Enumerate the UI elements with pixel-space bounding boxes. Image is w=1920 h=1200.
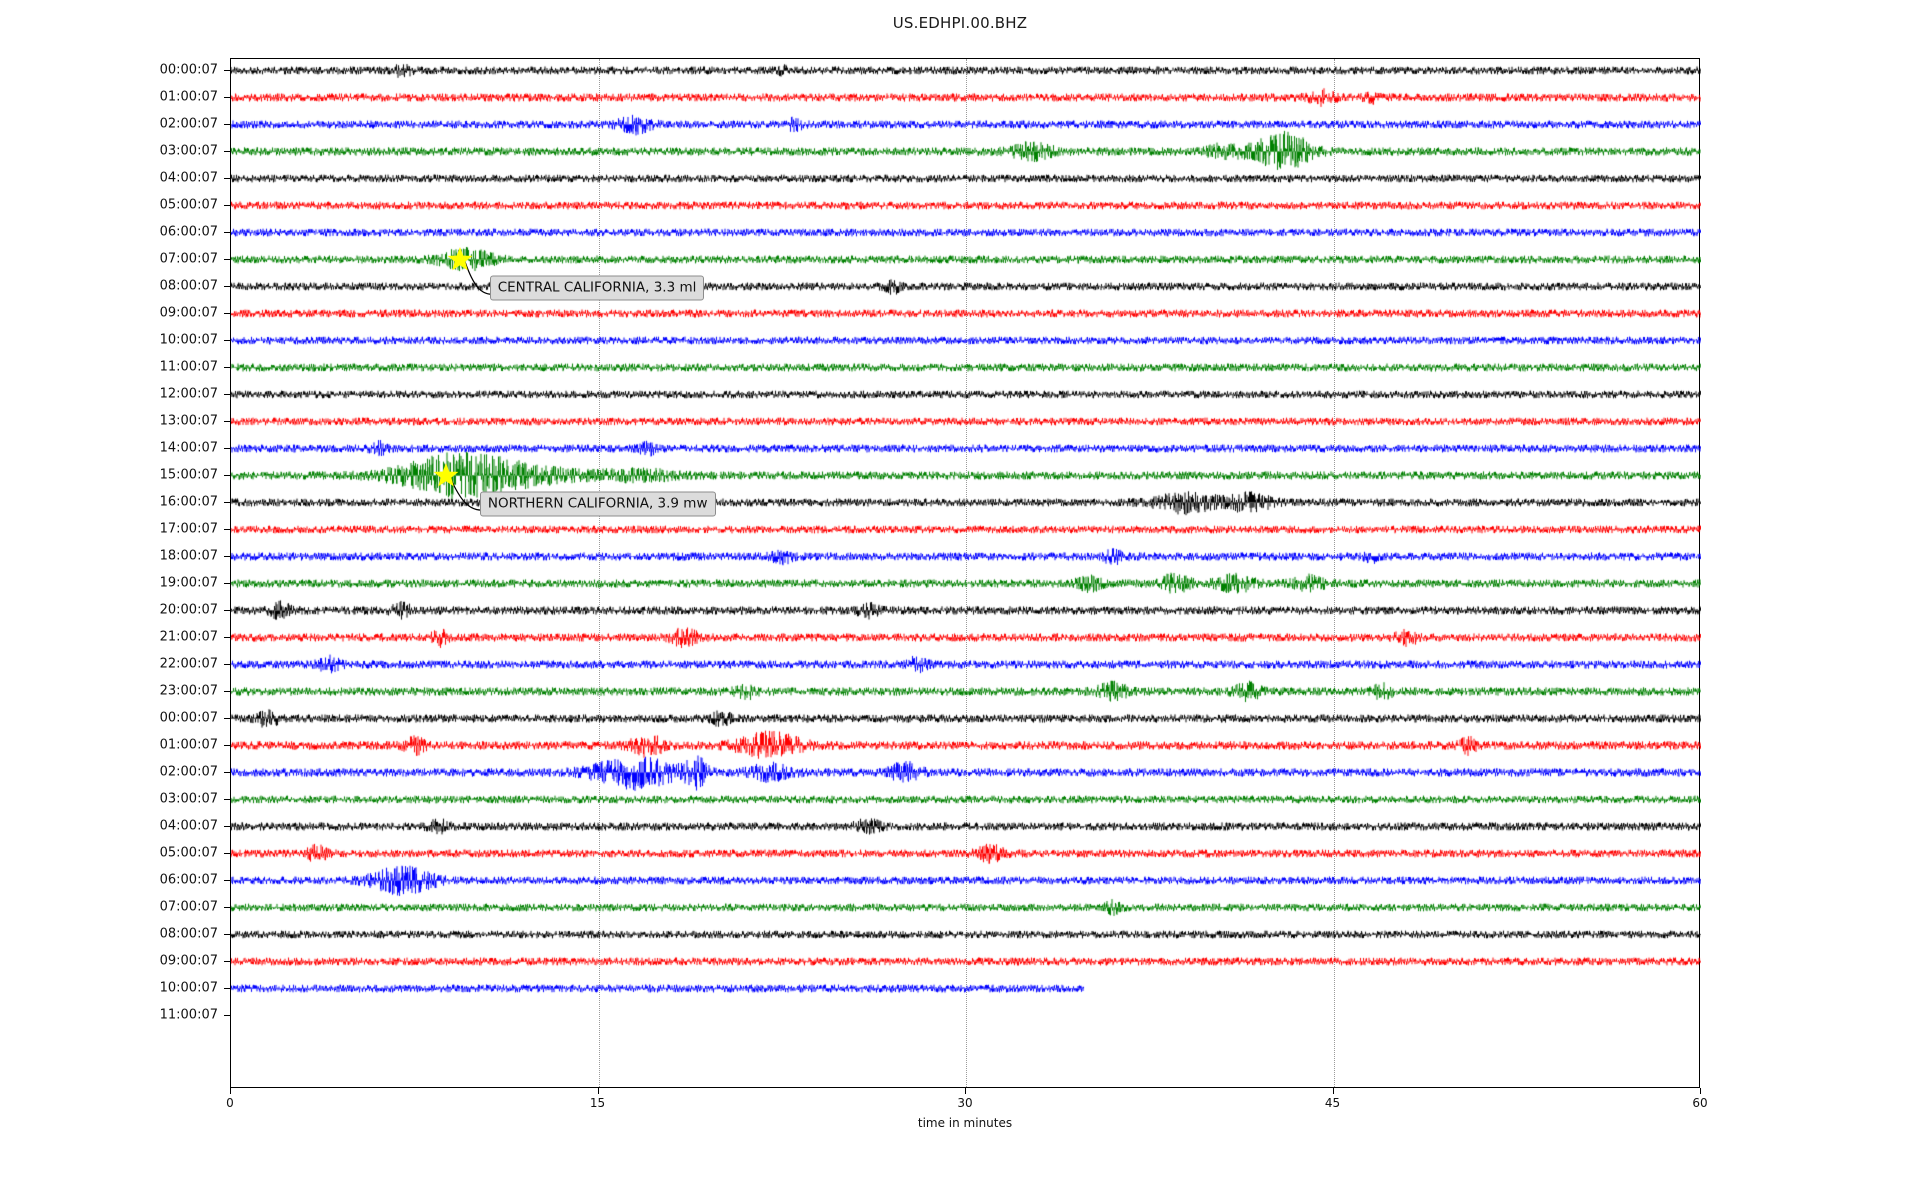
y-axis-tick-label: 09:00:07 — [159, 953, 218, 968]
y-axis-tick-label: 15:00:07 — [159, 467, 218, 482]
y-axis-tick — [224, 447, 231, 449]
event-annotation-label[interactable]: CENTRAL CALIFORNIA, 3.3 ml — [489, 275, 705, 301]
y-axis-tick-label: 04:00:07 — [159, 170, 218, 185]
y-axis-tick — [224, 636, 231, 638]
y-axis-tick — [224, 501, 231, 503]
x-axis-tick-label: 15 — [589, 1096, 606, 1110]
y-axis-tick-label: 03:00:07 — [159, 143, 218, 158]
y-axis-tick — [224, 933, 231, 935]
y-axis-tick — [224, 366, 231, 368]
y-axis-tick-label: 07:00:07 — [159, 251, 218, 266]
y-axis-tick — [224, 123, 231, 125]
y-axis-tick — [224, 177, 231, 179]
y-axis-tick — [224, 663, 231, 665]
y-axis-tick-label: 04:00:07 — [159, 818, 218, 833]
y-axis-tick — [224, 339, 231, 341]
x-axis-tick — [1700, 1088, 1701, 1094]
y-axis-tick-label: 08:00:07 — [159, 926, 218, 941]
x-axis-tick — [597, 1088, 599, 1094]
y-axis-tick-label: 02:00:07 — [159, 764, 218, 779]
y-axis-tick-label: 18:00:07 — [159, 548, 218, 563]
y-axis-tick-label: 09:00:07 — [159, 305, 218, 320]
x-axis-tick-label: 30 — [957, 1096, 973, 1110]
page-title: US.EDHPI.00.BHZ — [892, 14, 1028, 32]
x-axis-tick-label: 45 — [1324, 1096, 1341, 1110]
x-axis-tick — [230, 1088, 231, 1094]
y-axis-tick — [224, 474, 231, 476]
x-axis-tick — [1332, 1088, 1334, 1094]
y-axis-tick-label: 05:00:07 — [159, 197, 218, 212]
plot-axes — [230, 58, 1701, 1089]
y-axis-tick-label: 10:00:07 — [159, 980, 218, 995]
y-axis-tick-label: 23:00:07 — [159, 683, 218, 698]
y-axis-tick-label: 06:00:07 — [159, 872, 218, 887]
y-axis-tick — [224, 96, 231, 98]
y-axis-tick-label: 06:00:07 — [159, 224, 218, 239]
y-axis-tick-label: 02:00:07 — [159, 116, 218, 131]
y-axis-tick — [224, 231, 231, 233]
y-axis-tick — [224, 960, 231, 962]
y-axis-tick-label: 12:00:07 — [159, 386, 218, 401]
y-axis-tick — [224, 717, 231, 719]
y-axis-tick — [224, 582, 231, 584]
y-axis-tick — [224, 258, 231, 260]
x-axis-tick-label: 0 — [226, 1096, 234, 1110]
y-axis-tick — [224, 285, 231, 287]
y-axis-tick — [224, 825, 231, 827]
y-axis-tick — [224, 798, 231, 800]
y-axis-tick-label: 00:00:07 — [159, 710, 218, 725]
y-axis-tick — [224, 690, 231, 692]
y-axis-tick-label: 00:00:07 — [159, 62, 218, 77]
y-axis-tick — [224, 744, 231, 746]
y-axis-tick-label: 19:00:07 — [159, 575, 218, 590]
y-axis-tick — [224, 609, 231, 611]
y-axis-tick-label: 13:00:07 — [159, 413, 218, 428]
y-axis-tick — [224, 555, 231, 557]
y-axis-tick-label: 22:00:07 — [159, 656, 218, 671]
y-axis-tick — [224, 879, 231, 881]
x-axis-tick-label: 60 — [1692, 1096, 1708, 1110]
y-axis-tick — [224, 1014, 231, 1016]
y-axis-tick-label: 20:00:07 — [159, 602, 218, 617]
y-axis-tick — [224, 150, 231, 152]
y-axis-tick-label: 03:00:07 — [159, 791, 218, 806]
y-axis-tick-label: 01:00:07 — [159, 89, 218, 104]
y-axis-tick-label: 21:00:07 — [159, 629, 218, 644]
y-axis-tick-label: 10:00:07 — [159, 332, 218, 347]
y-axis-tick — [224, 420, 231, 422]
y-axis-tick — [224, 204, 231, 206]
y-axis-tick — [224, 987, 231, 989]
y-axis-tick-label: 16:00:07 — [159, 494, 218, 509]
y-axis-tick-label: 05:00:07 — [159, 845, 218, 860]
y-axis-tick-label: 07:00:07 — [159, 899, 218, 914]
y-axis-tick — [224, 69, 231, 71]
y-axis-tick-label: 11:00:07 — [159, 359, 218, 374]
y-axis-tick — [224, 528, 231, 530]
x-axis-title: time in minutes — [917, 1116, 1013, 1130]
y-axis-tick-label: 11:00:07 — [159, 1007, 218, 1022]
seismic-traces — [231, 59, 1701, 1089]
y-axis-tick — [224, 393, 231, 395]
y-axis-tick-label: 17:00:07 — [159, 521, 218, 536]
y-axis-tick-label: 14:00:07 — [159, 440, 218, 455]
y-axis-tick — [224, 771, 231, 773]
y-axis-tick — [224, 852, 231, 854]
y-axis-tick — [224, 312, 231, 314]
y-axis-tick — [224, 906, 231, 908]
x-axis-tick — [965, 1088, 966, 1094]
event-annotation-label[interactable]: NORTHERN CALIFORNIA, 3.9 mw — [479, 491, 716, 517]
y-axis-tick-label: 08:00:07 — [159, 278, 218, 293]
y-axis-tick-label: 01:00:07 — [159, 737, 218, 752]
